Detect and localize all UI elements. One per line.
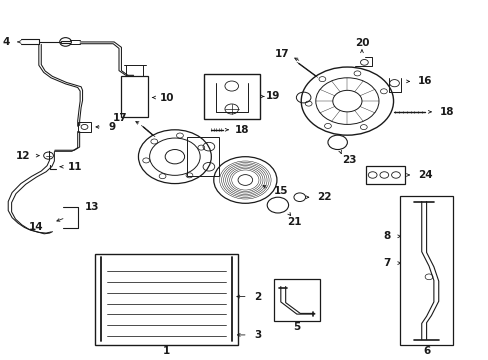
Bar	[399, 196, 452, 345]
Text: 18: 18	[234, 125, 249, 135]
Bar	[203, 74, 260, 119]
Text: 23: 23	[342, 155, 356, 165]
Text: 11: 11	[68, 162, 82, 172]
Text: 6: 6	[422, 346, 429, 356]
Text: 15: 15	[273, 186, 287, 196]
Bar	[78, 122, 91, 132]
Text: 13: 13	[85, 202, 99, 212]
Bar	[121, 76, 148, 117]
Text: 17: 17	[274, 49, 288, 59]
Text: 18: 18	[439, 107, 453, 117]
Bar	[186, 137, 218, 176]
Text: 8: 8	[383, 231, 390, 241]
Text: 4: 4	[2, 37, 10, 47]
Text: 9: 9	[108, 122, 115, 132]
Text: 12: 12	[16, 150, 31, 161]
Circle shape	[424, 274, 432, 280]
Text: 21: 21	[286, 217, 301, 227]
Text: 19: 19	[265, 91, 280, 102]
Text: 1: 1	[163, 346, 170, 356]
Bar	[365, 166, 404, 184]
Text: 14: 14	[29, 222, 43, 231]
Bar	[95, 253, 238, 345]
Text: 16: 16	[417, 76, 431, 86]
Text: 20: 20	[354, 38, 368, 48]
Text: 3: 3	[254, 330, 261, 340]
Text: 10: 10	[160, 93, 174, 103]
Text: 2: 2	[254, 292, 261, 302]
Bar	[273, 279, 319, 320]
Text: 17: 17	[113, 113, 127, 123]
Text: 24: 24	[417, 170, 431, 180]
Text: 5: 5	[292, 322, 300, 332]
Text: 7: 7	[383, 258, 390, 268]
Text: 22: 22	[317, 192, 331, 202]
